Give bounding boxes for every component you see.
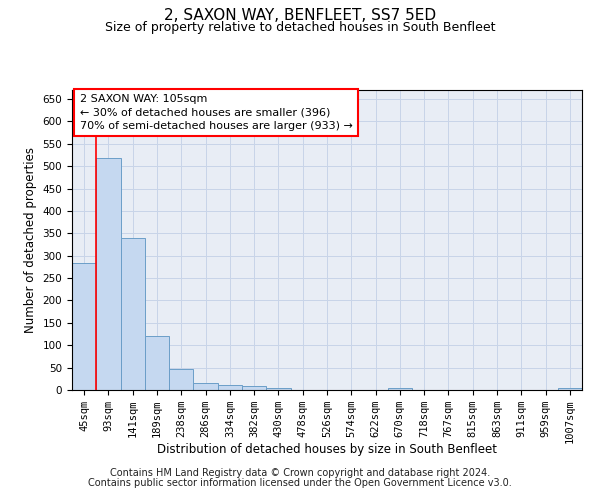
Bar <box>266 388 290 390</box>
Bar <box>121 238 145 390</box>
Bar <box>72 264 96 390</box>
Bar <box>193 383 218 390</box>
Text: Contains public sector information licensed under the Open Government Licence v3: Contains public sector information licen… <box>88 478 512 488</box>
Text: 2 SAXON WAY: 105sqm
← 30% of detached houses are smaller (396)
70% of semi-detac: 2 SAXON WAY: 105sqm ← 30% of detached ho… <box>80 94 353 131</box>
Bar <box>145 336 169 390</box>
Text: Contains HM Land Registry data © Crown copyright and database right 2024.: Contains HM Land Registry data © Crown c… <box>110 468 490 477</box>
Text: 2, SAXON WAY, BENFLEET, SS7 5ED: 2, SAXON WAY, BENFLEET, SS7 5ED <box>164 8 436 22</box>
Bar <box>242 386 266 390</box>
Text: Size of property relative to detached houses in South Benfleet: Size of property relative to detached ho… <box>105 21 495 34</box>
Bar <box>558 388 582 390</box>
Y-axis label: Number of detached properties: Number of detached properties <box>24 147 37 333</box>
Bar <box>218 385 242 390</box>
Text: Distribution of detached houses by size in South Benfleet: Distribution of detached houses by size … <box>157 442 497 456</box>
Bar <box>96 158 121 390</box>
Bar <box>388 388 412 390</box>
Bar <box>169 368 193 390</box>
